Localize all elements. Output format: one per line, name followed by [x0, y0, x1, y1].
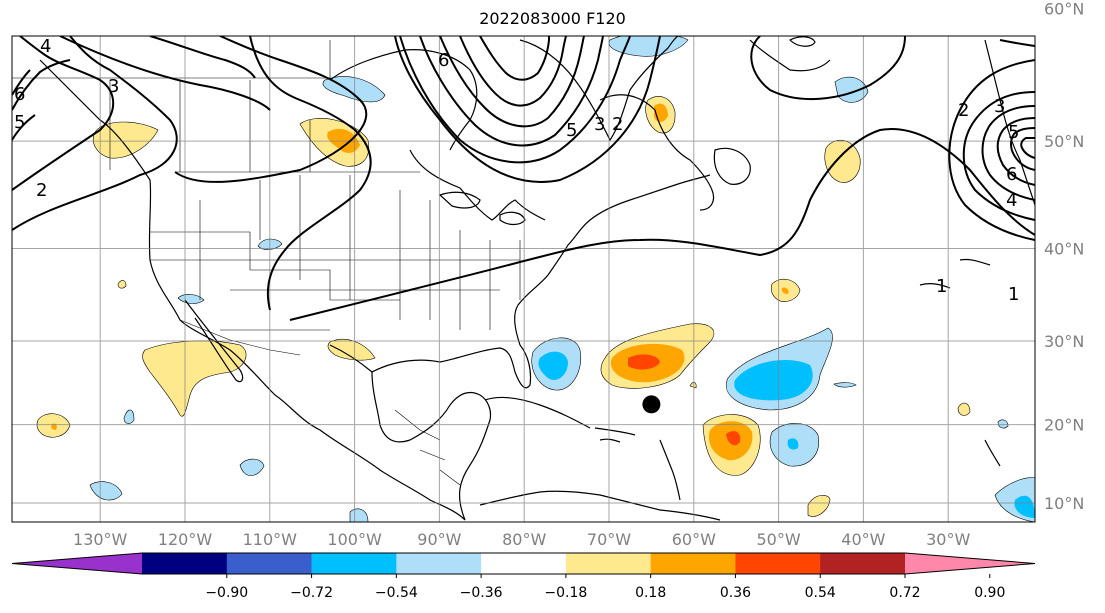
pos-anomaly-area	[142, 340, 247, 417]
longitude-label: 90°W	[417, 530, 461, 549]
pos-anomaly-area	[726, 431, 741, 446]
colorbar-bin	[820, 553, 906, 574]
colorbar-bin	[735, 553, 821, 574]
colorbar-outline	[11, 552, 1036, 575]
longitude-label: 70°W	[587, 530, 631, 549]
graticule	[12, 36, 1035, 522]
contour-label: 6	[14, 84, 25, 105]
pos-anomaly-area	[689, 382, 697, 389]
coastlines	[39, 36, 1035, 521]
contour-label: 6	[438, 50, 449, 71]
neg-anomaly-area	[1014, 495, 1035, 518]
colorbar-bin	[142, 553, 228, 574]
political-borders	[12, 40, 521, 486]
contour-label: 5	[1008, 122, 1019, 143]
longitude-label: 50°W	[757, 530, 801, 549]
colorbar-tick-label: 0.36	[720, 585, 751, 601]
neg-anomaly-area	[734, 360, 813, 401]
contour-label: 3	[594, 114, 605, 135]
colorbar-tick-label: 0.72	[889, 585, 920, 601]
latitude-label: 40°N	[1044, 240, 1084, 259]
pos-anomaly-area	[824, 139, 861, 183]
colorbar-bin	[650, 553, 736, 574]
contour-label: 5	[14, 112, 25, 133]
colorbar-bin	[226, 553, 313, 574]
pos-anomaly-area	[628, 354, 660, 370]
longitude-label: 40°W	[841, 530, 885, 549]
pos-anomaly-area	[957, 402, 971, 416]
latitude-label: 50°N	[1044, 132, 1084, 151]
longitude-labels: 130°W 120°W 110°W 100°W 90°W 80°W 70°W 60°W 50°W…	[73, 530, 970, 549]
map-frame	[11, 35, 1036, 523]
pos-anomaly-area	[117, 280, 127, 289]
colorbar-tick-label: −0.72	[290, 585, 333, 601]
colorbar-tick-label: −0.90	[205, 585, 248, 601]
colorbar: −0.90 −0.72 −0.54 −0.36 −0.18 0.18 0.36 0.54 0.7…	[11, 552, 1036, 601]
map-background	[12, 36, 1035, 522]
colorbar-bin	[311, 553, 397, 574]
storm-center-marker	[642, 395, 661, 414]
contour-labels: 4 6 5 3 2 6 5 3 2 2 3 5 6 4 1 1	[14, 36, 1019, 305]
longitude-label: 60°W	[672, 530, 716, 549]
contour-label: 2	[36, 180, 47, 201]
latitude-label: 60°N	[1044, 0, 1084, 18]
pos-anomaly-area	[807, 495, 831, 517]
colorbar-bin	[396, 553, 482, 574]
contour-label: 1	[1008, 284, 1019, 305]
neg-anomaly-area	[997, 419, 1009, 429]
colorbar-tick-label: −0.54	[375, 585, 418, 601]
neg-anomaly-area	[239, 458, 265, 476]
neg-anomaly-area	[787, 438, 799, 450]
contour-label: 1	[936, 276, 947, 297]
pos-anomaly-area	[781, 287, 789, 294]
latitude-label: 30°N	[1044, 332, 1084, 351]
colorbar-tick-label: 0.18	[635, 585, 666, 601]
contour-label: 4	[40, 36, 51, 57]
neg-anomaly-area	[538, 351, 568, 381]
colorbar-extension-low	[12, 553, 142, 574]
contour-label: 6	[1006, 164, 1017, 185]
longitude-label: 30°W	[926, 530, 970, 549]
longitude-label: 120°W	[158, 530, 213, 549]
colorbar-extension-high	[905, 553, 1035, 574]
contour-label: 5	[566, 120, 577, 141]
contour-label: 3	[108, 76, 119, 97]
longitude-label: 110°W	[243, 530, 298, 549]
contour-label: 3	[994, 96, 1005, 117]
colorbar-tick-label: 0.90	[974, 585, 1005, 601]
colorbar-tick-label: −0.36	[460, 585, 503, 601]
colorbar-tick-label: −0.18	[544, 585, 587, 601]
colorbar-bin	[565, 553, 652, 574]
neg-anomaly-area	[123, 409, 135, 424]
contour-label: 2	[612, 114, 623, 135]
latitude-labels: 60°N 50°N 40°N 30°N 20°N 10°N	[1044, 0, 1084, 513]
contour-lines	[12, 36, 1035, 321]
colorbar-bin	[481, 553, 567, 574]
pos-anomaly-area	[92, 121, 159, 159]
longitude-label: 100°W	[327, 530, 382, 549]
longitude-label: 80°W	[502, 530, 546, 549]
contour-label: 2	[958, 100, 969, 121]
neg-anomaly-area	[833, 382, 857, 388]
longitude-label: 130°W	[73, 530, 128, 549]
latitude-label: 20°N	[1044, 416, 1084, 435]
latitude-label: 10°N	[1044, 494, 1084, 513]
colorbar-tick-label: 0.54	[805, 585, 836, 601]
map-title: 2022083000 F120	[479, 9, 626, 28]
contour-label: 4	[1006, 190, 1017, 211]
